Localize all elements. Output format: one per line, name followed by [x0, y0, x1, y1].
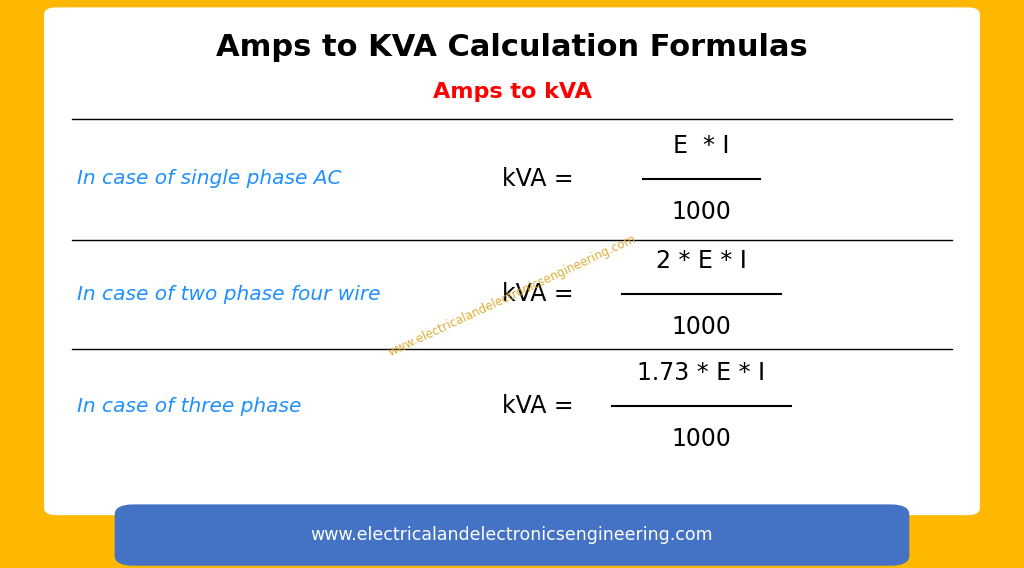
Text: In case of two phase four wire: In case of two phase four wire [77, 285, 380, 304]
Text: www.electricalandelectronicsengineering.com: www.electricalandelectronicsengineering.… [310, 526, 714, 544]
Text: kVA =: kVA = [502, 394, 581, 418]
Text: E  * I: E * I [673, 134, 730, 158]
Text: 1000: 1000 [672, 200, 731, 224]
Text: kVA =: kVA = [502, 167, 581, 191]
Text: In case of single phase AC: In case of single phase AC [77, 169, 341, 189]
Text: 1000: 1000 [672, 427, 731, 451]
FancyBboxPatch shape [115, 504, 909, 566]
Text: kVA =: kVA = [502, 282, 581, 306]
Text: www.electricalandelectronicsengineering.com: www.electricalandelectronicsengineering.… [386, 232, 638, 359]
Text: 2 * E * I: 2 * E * I [656, 249, 746, 273]
Text: 1000: 1000 [672, 315, 731, 339]
FancyBboxPatch shape [44, 7, 980, 515]
Text: In case of three phase: In case of three phase [77, 396, 301, 416]
Text: Amps to KVA Calculation Formulas: Amps to KVA Calculation Formulas [216, 32, 808, 62]
Text: Amps to kVA: Amps to kVA [432, 82, 592, 102]
Text: 1.73 * E * I: 1.73 * E * I [637, 361, 766, 385]
